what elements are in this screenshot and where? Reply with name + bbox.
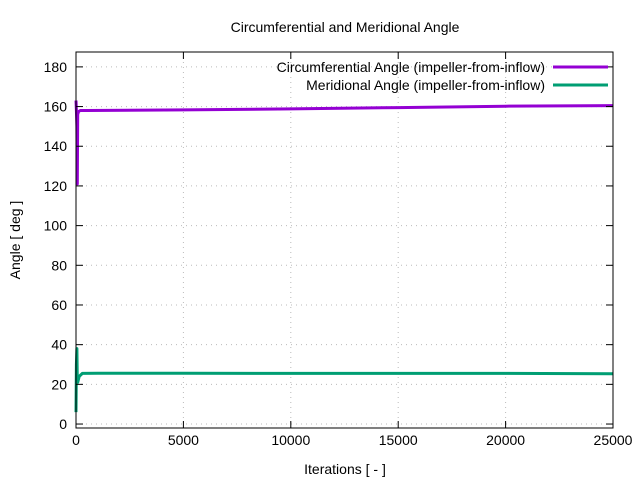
legend: Circumferential Angle (impeller-from-inf… <box>277 59 608 93</box>
series-line-0 <box>74 100 614 186</box>
y-tick-label: 80 <box>51 257 67 273</box>
y-axis-label: Angle [ deg ] <box>7 201 23 280</box>
y-tick-label: 20 <box>51 376 67 392</box>
series-line-1 <box>74 347 614 413</box>
y-tick-label: 100 <box>44 218 68 234</box>
x-tick-label: 20000 <box>486 432 525 448</box>
x-axis-label: Iterations [ - ] <box>304 461 386 477</box>
y-tick-label: 140 <box>44 138 68 154</box>
legend-label-0: Circumferential Angle (impeller-from-inf… <box>277 59 545 75</box>
ticks: 0 20 40 60 80 100 120 140 160 180 0 5000 10000 15000 2… <box>44 52 633 448</box>
y-tick-label: 0 <box>59 416 67 432</box>
series-group <box>74 100 614 413</box>
x-tick-label: 25000 <box>594 432 633 448</box>
x-tick-label: 10000 <box>271 432 310 448</box>
x-tick-label: 15000 <box>379 432 418 448</box>
y-tick-label: 160 <box>44 99 68 115</box>
x-tick-label: 0 <box>72 432 80 448</box>
x-tick-label: 5000 <box>168 432 199 448</box>
y-tick-label: 60 <box>51 297 67 313</box>
y-tick-label: 120 <box>44 178 68 194</box>
legend-label-1: Meridional Angle (impeller-from-inflow) <box>306 77 545 93</box>
y-tick-label: 40 <box>51 337 67 353</box>
y-tick-label: 180 <box>44 59 68 75</box>
plot-border <box>75 51 614 429</box>
chart-title: Circumferential and Meridional Angle <box>231 19 460 35</box>
